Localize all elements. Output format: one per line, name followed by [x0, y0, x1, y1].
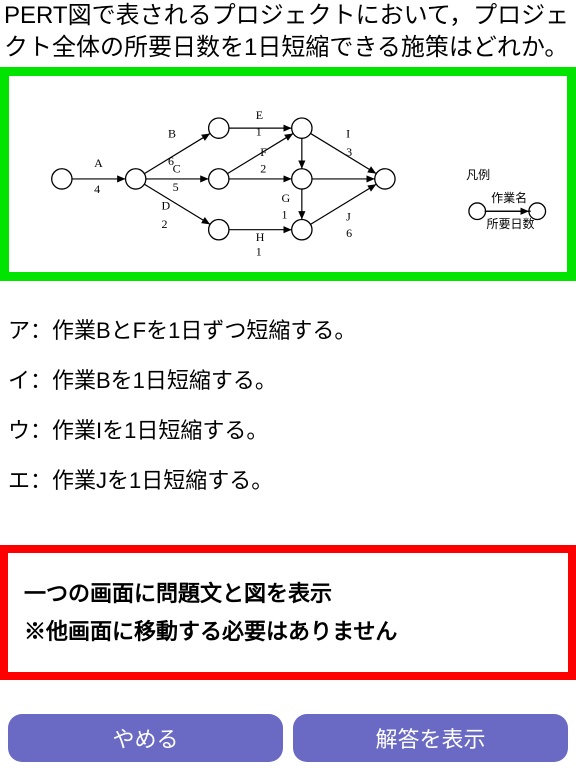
edge-label: D: [162, 198, 171, 212]
pert-node: [209, 169, 229, 189]
edge-label: E: [256, 108, 263, 122]
pert-node: [292, 169, 312, 189]
choice-a[interactable]: ア：作業BとFを1日ずつ短縮する。: [8, 313, 568, 345]
edge-label: G: [282, 191, 291, 205]
edge-label: H: [256, 230, 265, 244]
legend-line2: 所要日数: [486, 216, 534, 231]
choice-i[interactable]: イ：作業Bを1日短縮する。: [8, 363, 568, 395]
quit-button[interactable]: やめる: [8, 714, 283, 762]
pert-node: [52, 169, 72, 189]
edge-days: 1: [282, 207, 288, 221]
show-answer-button[interactable]: 解答を表示: [293, 714, 568, 762]
note-box: 一つの画面に問題文と図を表示 ※他画面に移動する必要はありません: [0, 545, 576, 680]
edge-days: 1: [256, 244, 262, 258]
edge-days: 1: [256, 124, 262, 138]
question-text: PERT図で表されるプロジェクトにおいて，プロジェクト全体の所要日数を1日短縮で…: [0, 0, 576, 67]
pert-node: [469, 203, 486, 220]
edge-days: 2: [260, 161, 266, 175]
pert-node: [209, 118, 229, 138]
edge: [311, 133, 377, 173]
choice-e[interactable]: エ：作業Jを1日短縮する。: [8, 463, 568, 495]
pert-diagram: A4B6C5D2E1F2G1H1I3J6 凡例作業名所要日数: [15, 82, 561, 262]
legend-line1: 作業名: [491, 190, 527, 205]
pert-node: [126, 169, 146, 189]
edge-days: 3: [346, 145, 352, 159]
choice-u[interactable]: ウ：作業Iを1日短縮する。: [8, 413, 568, 445]
app-root: PERT図で表されるプロジェクトにおいて，プロジェクト全体の所要日数を1日短縮で…: [0, 0, 576, 768]
edge-days: 6: [346, 226, 352, 240]
pert-node: [292, 219, 312, 239]
edge-label: A: [94, 156, 103, 170]
spacer: [0, 517, 576, 537]
legend-title: 凡例: [466, 168, 490, 182]
note-line-2: ※他画面に移動する必要はありません: [24, 613, 552, 650]
edge-label: J: [346, 209, 351, 223]
pert-svg: A4B6C5D2E1F2G1H1I3J6 凡例作業名所要日数: [15, 82, 561, 262]
edge-label: F: [260, 145, 267, 159]
button-bar: やめる 解答を表示: [0, 714, 576, 768]
edge-label: B: [168, 126, 176, 140]
pert-node: [209, 219, 229, 239]
pert-node: [292, 118, 312, 138]
edge-label: C: [173, 161, 181, 175]
edge-days: 2: [162, 217, 168, 231]
edge: [311, 184, 377, 224]
edge-days: 5: [173, 180, 179, 194]
edge-label: I: [346, 126, 350, 140]
pert-node: [375, 169, 395, 189]
note-line-1: 一つの画面に問題文と図を表示: [24, 575, 552, 612]
diagram-frame: A4B6C5D2E1F2G1H1I3J6 凡例作業名所要日数: [0, 67, 576, 281]
choices: ア：作業BとFを1日ずつ短縮する。 イ：作業Bを1日短縮する。 ウ：作業Iを1日…: [0, 287, 576, 517]
edge-days: 4: [94, 182, 100, 196]
